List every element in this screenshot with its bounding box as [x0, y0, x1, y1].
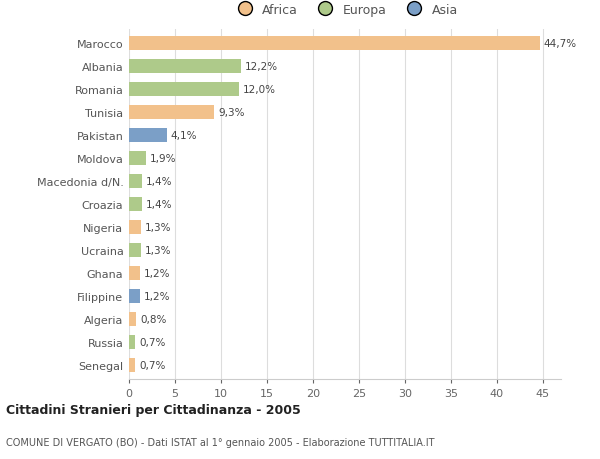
Bar [129, 220, 141, 234]
Bar [129, 335, 136, 349]
Bar [129, 174, 142, 188]
Bar [129, 197, 142, 211]
Text: 4,1%: 4,1% [170, 130, 197, 140]
Text: 1,4%: 1,4% [146, 199, 172, 209]
Text: 0,7%: 0,7% [139, 360, 166, 370]
Bar [129, 151, 146, 165]
Bar [129, 243, 141, 257]
Text: 12,2%: 12,2% [245, 62, 278, 72]
Bar [129, 289, 140, 303]
Bar [129, 129, 167, 142]
Text: 0,7%: 0,7% [139, 337, 166, 347]
Bar [129, 266, 140, 280]
Text: 1,4%: 1,4% [146, 176, 172, 186]
Text: 1,2%: 1,2% [144, 268, 170, 278]
Bar [129, 312, 136, 326]
Bar [129, 358, 136, 372]
Legend: Africa, Europa, Asia: Africa, Europa, Asia [232, 4, 458, 17]
Bar [129, 37, 540, 50]
Text: 1,9%: 1,9% [150, 153, 176, 163]
Text: COMUNE DI VERGATO (BO) - Dati ISTAT al 1° gennaio 2005 - Elaborazione TUTTITALIA: COMUNE DI VERGATO (BO) - Dati ISTAT al 1… [6, 437, 434, 447]
Text: 1,3%: 1,3% [145, 245, 171, 255]
Text: 9,3%: 9,3% [218, 107, 245, 118]
Bar [129, 106, 214, 119]
Text: 1,3%: 1,3% [145, 222, 171, 232]
Text: 1,2%: 1,2% [144, 291, 170, 301]
Bar [129, 60, 241, 73]
Text: 0,8%: 0,8% [140, 314, 166, 324]
Bar [129, 83, 239, 96]
Text: Cittadini Stranieri per Cittadinanza - 2005: Cittadini Stranieri per Cittadinanza - 2… [6, 403, 301, 416]
Text: 12,0%: 12,0% [243, 84, 276, 95]
Text: 44,7%: 44,7% [544, 39, 577, 49]
